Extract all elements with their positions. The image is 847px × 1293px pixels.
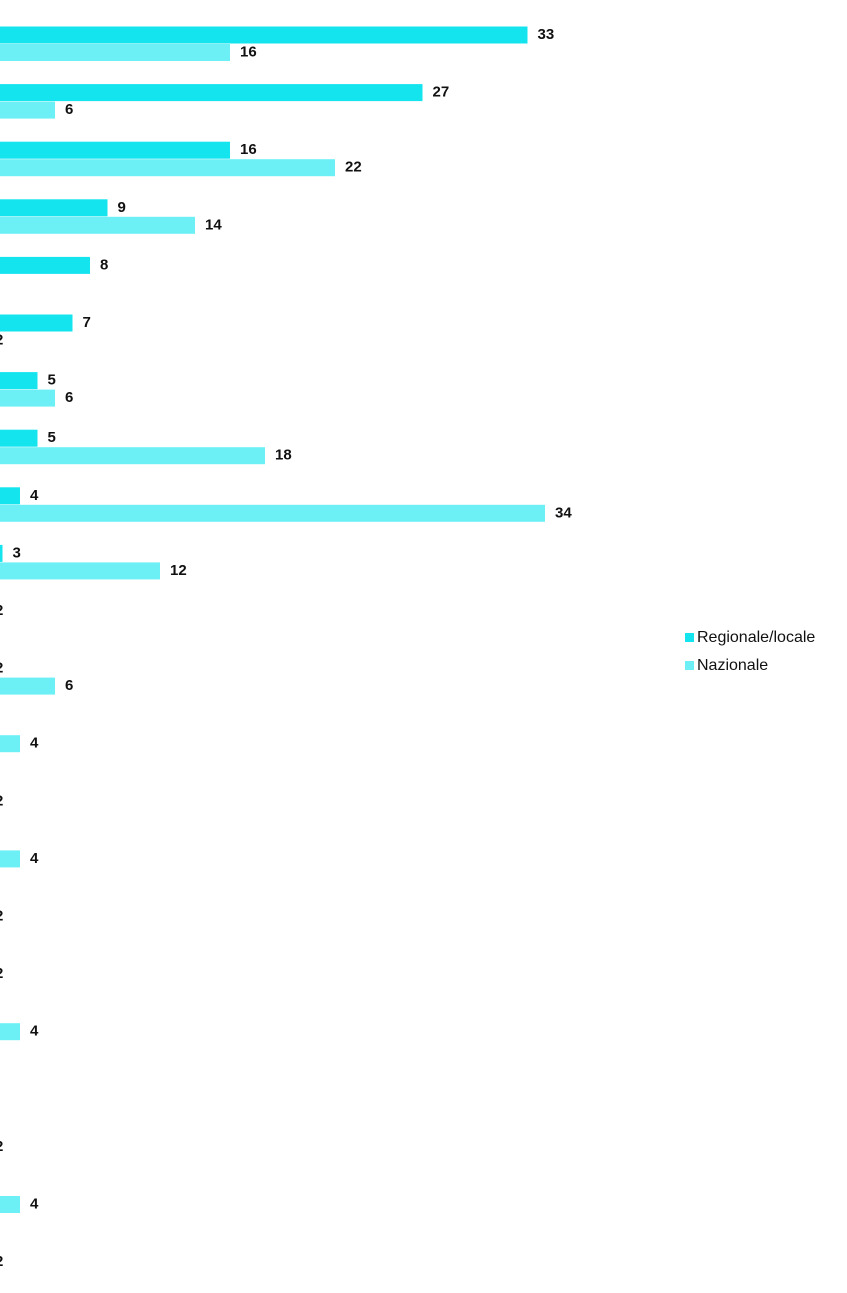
bar [0,735,20,753]
value-label: 4 [30,850,39,867]
bar [0,544,3,562]
value-label: 4 [30,735,39,752]
value-label: 4 [30,487,39,504]
value-label: 2 [0,660,3,677]
bar [0,1196,20,1213]
legend-label: Regionale/locale [697,629,815,646]
bar [0,216,195,234]
bar [0,487,20,505]
bar [0,562,160,580]
value-label: 7 [83,314,91,331]
value-label: 33 [538,26,555,43]
bar [0,84,423,102]
value-label: 2 [0,965,3,982]
value-label: 27 [433,84,450,101]
value-label: 22 [345,159,362,176]
value-label: 4 [30,1195,39,1212]
bar [0,314,73,332]
bar [0,850,20,868]
value-label: 8 [100,256,108,273]
value-label: 34 [555,504,572,521]
bar [0,389,55,407]
value-label: 12 [170,562,187,579]
value-label: 2 [0,907,3,924]
bar [0,504,545,522]
value-label: 2 [0,1253,3,1270]
bar [0,141,230,159]
bar [0,101,55,119]
value-label: 6 [65,101,73,118]
bar [0,256,90,274]
value-label: 4 [30,1023,39,1040]
bar [0,1023,20,1041]
value-label: 2 [0,331,3,348]
value-label: 5 [48,429,56,446]
bar [0,44,230,61]
value-label: 16 [240,43,257,60]
bar [0,677,55,695]
value-label: 6 [65,677,73,694]
value-label: 5 [48,372,56,389]
legend-swatch [685,661,694,670]
value-label: 16 [240,141,257,158]
value-label: 2 [0,602,3,619]
value-label: 9 [118,199,126,216]
bar [0,199,108,217]
bar [0,372,38,390]
value-label: 14 [205,216,222,233]
bar [0,159,335,177]
value-label: 6 [65,389,73,406]
bar [0,26,528,44]
value-label: 2 [0,792,3,809]
bar [0,429,38,447]
value-label: 18 [275,447,292,464]
value-label: 2 [0,1138,3,1155]
legend-swatch [685,633,694,642]
bar [0,447,265,465]
value-label: 3 [13,544,21,561]
legend-label: Nazionale [697,657,768,674]
